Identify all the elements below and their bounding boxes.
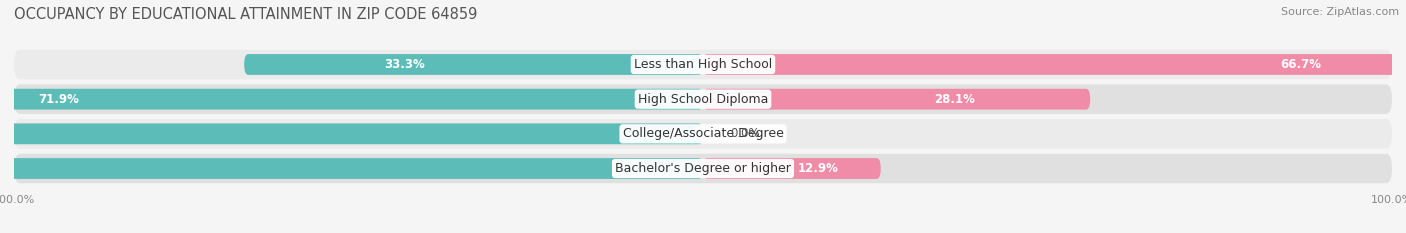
Text: 71.9%: 71.9% (38, 93, 80, 106)
Text: OCCUPANCY BY EDUCATIONAL ATTAINMENT IN ZIP CODE 64859: OCCUPANCY BY EDUCATIONAL ATTAINMENT IN Z… (14, 7, 478, 22)
FancyBboxPatch shape (14, 50, 1392, 79)
Text: 66.7%: 66.7% (1279, 58, 1320, 71)
FancyBboxPatch shape (14, 119, 1392, 149)
Text: 28.1%: 28.1% (934, 93, 976, 106)
FancyBboxPatch shape (703, 54, 1406, 75)
Text: High School Diploma: High School Diploma (638, 93, 768, 106)
FancyBboxPatch shape (245, 54, 703, 75)
FancyBboxPatch shape (703, 158, 880, 179)
Text: Source: ZipAtlas.com: Source: ZipAtlas.com (1281, 7, 1399, 17)
FancyBboxPatch shape (14, 84, 1392, 114)
Text: 0.0%: 0.0% (731, 127, 761, 140)
Text: Less than High School: Less than High School (634, 58, 772, 71)
FancyBboxPatch shape (0, 123, 703, 144)
FancyBboxPatch shape (0, 89, 703, 110)
Text: 33.3%: 33.3% (384, 58, 425, 71)
Text: 12.9%: 12.9% (799, 162, 839, 175)
FancyBboxPatch shape (703, 89, 1090, 110)
FancyBboxPatch shape (0, 158, 703, 179)
Text: Bachelor's Degree or higher: Bachelor's Degree or higher (614, 162, 792, 175)
FancyBboxPatch shape (14, 154, 1392, 183)
Text: College/Associate Degree: College/Associate Degree (623, 127, 783, 140)
